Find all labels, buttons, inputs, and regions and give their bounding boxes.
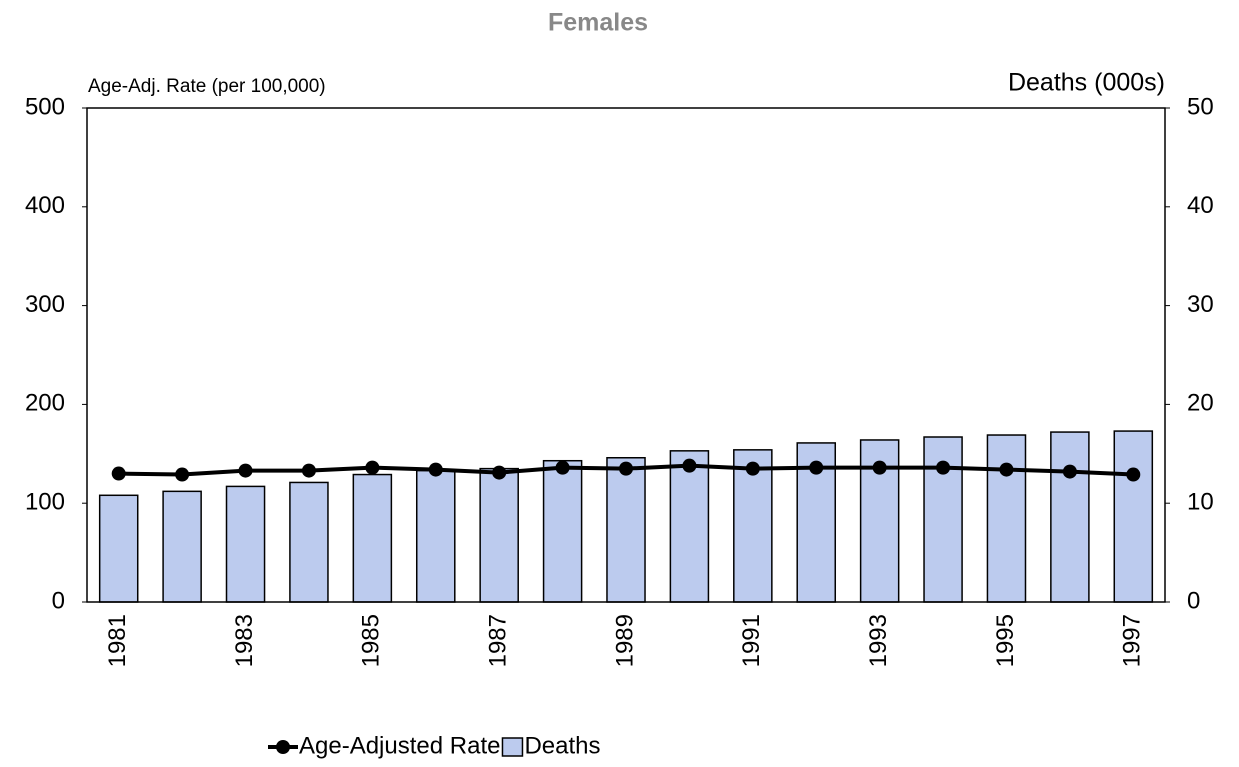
legend-marker xyxy=(276,740,290,754)
x-tick-label: 1993 xyxy=(865,614,892,667)
point xyxy=(555,460,570,475)
point xyxy=(872,460,887,475)
legend-swatch xyxy=(501,737,524,757)
legend-label: Deaths xyxy=(524,732,600,759)
point xyxy=(365,460,380,475)
x-tick-label: 1991 xyxy=(738,614,765,667)
bar xyxy=(415,469,456,603)
bar xyxy=(1050,431,1090,603)
y2-tick-label: 0 xyxy=(1187,587,1200,614)
bar xyxy=(1113,430,1154,603)
x-tick-label: 1987 xyxy=(485,614,512,667)
point xyxy=(745,461,760,476)
point xyxy=(936,460,951,475)
point xyxy=(619,461,633,476)
bar xyxy=(352,473,393,603)
bar xyxy=(669,450,710,603)
y-tick-label: 500 xyxy=(25,93,65,120)
point xyxy=(238,463,253,478)
legend-label: Age-Adjusted Rate xyxy=(299,732,500,759)
point xyxy=(428,462,443,477)
point xyxy=(301,463,316,478)
bar xyxy=(542,459,583,603)
bar xyxy=(225,485,266,603)
bar xyxy=(606,457,646,603)
plot-frame xyxy=(86,107,1166,603)
bar xyxy=(98,494,139,603)
x-tick-label: 1997 xyxy=(1119,614,1146,667)
y2-tick-label: 20 xyxy=(1187,390,1214,417)
bar xyxy=(986,434,1027,603)
point xyxy=(682,458,697,473)
x-tick-label: 1985 xyxy=(358,614,385,667)
x-tick-label: 1981 xyxy=(104,614,131,667)
y-tick-label: 400 xyxy=(25,192,65,219)
y-tick-label: 200 xyxy=(25,390,65,417)
y2-tick-label: 50 xyxy=(1187,93,1214,120)
point xyxy=(809,460,824,475)
y-tick-label: 100 xyxy=(25,489,65,516)
point xyxy=(175,467,190,482)
point xyxy=(111,466,126,481)
y-axis-label: Age-Adj. Rate (per 100,000) xyxy=(88,76,326,97)
bar xyxy=(479,467,519,603)
point xyxy=(1126,467,1141,482)
point xyxy=(1062,464,1077,479)
bar xyxy=(162,490,202,603)
x-tick-label: 1989 xyxy=(611,614,638,667)
y-tick-label: 300 xyxy=(25,291,65,318)
chart-title: Females xyxy=(548,9,648,37)
x-tick-label: 1995 xyxy=(992,614,1019,667)
y2-axis-label: Deaths (000s) xyxy=(1008,69,1165,97)
y2-tick-label: 40 xyxy=(1187,192,1214,219)
y2-tick-label: 10 xyxy=(1187,489,1214,516)
y2-tick-label: 30 xyxy=(1187,291,1214,318)
point xyxy=(492,465,507,480)
bar xyxy=(289,481,329,603)
x-tick-label: 1983 xyxy=(231,614,258,667)
point xyxy=(999,462,1014,477)
y-tick-label: 0 xyxy=(52,587,65,614)
